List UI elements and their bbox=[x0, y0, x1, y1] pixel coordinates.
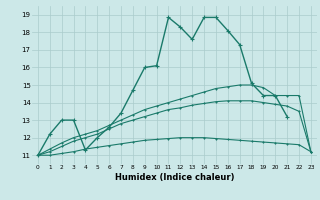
X-axis label: Humidex (Indice chaleur): Humidex (Indice chaleur) bbox=[115, 173, 234, 182]
